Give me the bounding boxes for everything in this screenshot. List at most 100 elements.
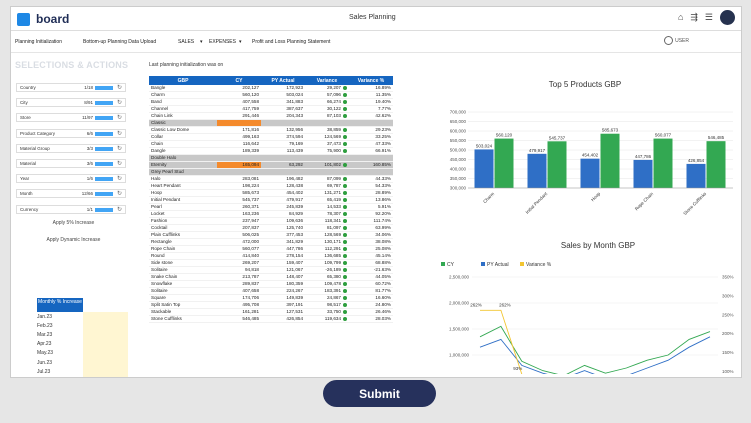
user-menu[interactable]: USER (664, 36, 689, 45)
table-row[interactable]: Split Satin Top 495,708 397,191 98,517 24.80… (149, 301, 393, 309)
filter-material-group[interactable]: Material Group 3/3 ↻ (16, 143, 126, 153)
cy-cell[interactable]: 417,759 (217, 105, 261, 113)
table-row[interactable]: Locket 163,236 84,929 78,307 92.20% (149, 210, 393, 218)
grid-column-header[interactable]: GBP (149, 76, 217, 85)
refresh-icon[interactable]: ↻ (116, 191, 122, 198)
cy-cell[interactable]: 213,787 (217, 273, 261, 281)
table-row[interactable]: Halo 283,081 196,482 87,099 44.33% (149, 175, 393, 183)
refresh-icon[interactable]: ↻ (116, 100, 122, 107)
apply-5-percent-button[interactable]: Apply 5% Increase (52, 220, 95, 226)
cy-cell[interactable]: 414,840 (217, 252, 261, 260)
refresh-icon[interactable]: ↻ (116, 176, 122, 183)
avatar[interactable] (720, 10, 735, 25)
grid-column-header[interactable]: Variance (305, 76, 349, 85)
cy-cell[interactable]: 94,818 (217, 266, 261, 274)
cy-cell[interactable]: 499,163 (217, 133, 261, 141)
cy-cell[interactable]: 546,485 (217, 315, 261, 323)
menu-item-bottom-up-upload[interactable]: Bottom-up Planning Data Upload (83, 39, 157, 45)
menu-item-pl-statement[interactable]: Profit and Loss Planning Statement (252, 39, 331, 45)
table-row[interactable]: Chain Link 291,446 204,343 87,103 42.62% (149, 112, 393, 120)
table-row[interactable]: Fashion 237,947 109,636 118,341 111.74% (149, 217, 393, 225)
table-row[interactable]: Plain Cufflinks 506,025 377,453 128,569 34.0… (149, 231, 393, 239)
cy-cell[interactable]: 407,558 (217, 98, 261, 106)
cy-cell[interactable] (217, 119, 261, 127)
cy-cell[interactable]: 116,642 (217, 140, 261, 148)
home-icon[interactable]: ⌂ (677, 12, 684, 22)
cy-cell[interactable]: 472,000 (217, 238, 261, 246)
table-row[interactable]: Classic (149, 119, 393, 127)
table-row[interactable]: Solitaire 94,818 121,067 -26,189 -21.63% (149, 266, 393, 274)
cy-cell[interactable]: 560,077 (217, 245, 261, 253)
cy-cell[interactable]: 289,837 (217, 280, 261, 288)
table-row[interactable]: Round 414,840 278,154 136,685 45.14% (149, 252, 393, 260)
refresh-icon[interactable]: ↻ (116, 145, 122, 152)
submit-button[interactable]: Submit (323, 380, 436, 407)
table-row[interactable]: Snake Chain 213,787 148,407 65,380 44.05% (149, 273, 393, 281)
cy-cell[interactable]: 174,706 (217, 294, 261, 302)
table-row[interactable]: Band 407,558 341,883 66,274 19.40% (149, 98, 393, 106)
grid-column-header[interactable]: Variance % (349, 76, 393, 85)
cy-cell[interactable]: 260,371 (217, 203, 261, 211)
cy-cell[interactable]: 495,708 (217, 301, 261, 309)
cy-cell[interactable]: 291,446 (217, 112, 261, 120)
data-icon[interactable]: ⇶ (690, 12, 698, 22)
table-row[interactable]: Eternity 165,094 63,292 101,802 160.85% (149, 161, 393, 169)
cy-cell[interactable]: 165,094 (217, 161, 261, 169)
table-row[interactable]: Rectangle 472,000 341,829 130,171 38.08% (149, 238, 393, 246)
table-row[interactable]: Channel 417,759 387,637 30,122 7.77% (149, 105, 393, 113)
filter-year[interactable]: Year 1/6 ↻ (16, 174, 126, 184)
refresh-icon[interactable]: ↻ (116, 130, 122, 137)
table-row[interactable]: Square 174,706 149,839 24,867 16.60% (149, 294, 393, 302)
table-row[interactable]: Initial Pendant 545,737 479,917 65,419 13.86… (149, 196, 393, 204)
cy-cell[interactable]: 207,837 (217, 224, 261, 232)
cy-cell[interactable]: 202,127 (217, 85, 261, 92)
cy-cell[interactable]: 163,236 (217, 210, 261, 218)
table-row[interactable]: Stone Cufflinks 546,485 426,854 119,634 28.0… (149, 315, 393, 323)
cy-cell[interactable] (217, 154, 261, 162)
grid-column-header[interactable]: CY (217, 76, 261, 85)
table-row[interactable]: Dangle 189,339 113,439 75,900 66.91% (149, 147, 393, 155)
cy-cell[interactable]: 198,224 (217, 182, 261, 190)
cy-cell[interactable]: 407,658 (217, 287, 261, 295)
table-row[interactable]: Pearl 260,371 245,839 14,533 5.91% (149, 203, 393, 211)
cy-cell[interactable]: 171,816 (217, 126, 261, 134)
cy-cell[interactable]: 506,025 (217, 231, 261, 239)
table-row[interactable]: Charm 560,120 503,024 57,096 11.35% (149, 91, 393, 99)
table-row[interactable]: Side stone 269,207 159,407 109,799 68.88% (149, 259, 393, 267)
cy-cell[interactable]: 585,673 (217, 189, 261, 197)
refresh-icon[interactable]: ↻ (116, 161, 122, 167)
refresh-icon[interactable]: ↻ (116, 85, 122, 91)
table-row[interactable]: Snowflake 289,837 180,359 109,478 60.72% (149, 280, 393, 288)
table-row[interactable]: Hoop 585,673 454,402 131,271 28.89% (149, 189, 393, 197)
cy-cell[interactable]: 269,207 (217, 259, 261, 267)
table-row[interactable]: Solitaire 407,658 224,267 183,391 81.77% (149, 287, 393, 295)
table-row[interactable]: Bangle 202,127 172,923 29,207 16.89% (149, 85, 393, 92)
menu-item-sales[interactable]: SALES (178, 39, 195, 45)
filter-material[interactable]: Material 3/6 ↻ (16, 159, 126, 168)
monthly-increase-input-column[interactable] (83, 312, 128, 377)
table-row[interactable]: Heart Pendant 198,224 128,438 69,787 54.33% (149, 182, 393, 190)
table-row[interactable]: Chain 116,642 79,169 37,473 47.33% (149, 140, 393, 148)
filter-month[interactable]: Month 12/66 ↻ (16, 189, 126, 199)
cy-cell[interactable]: 189,339 (217, 147, 261, 155)
board-logo[interactable]: board (17, 12, 69, 26)
cy-cell[interactable]: 161,281 (217, 308, 261, 316)
table-row[interactable]: Double Halo (149, 154, 393, 162)
cy-cell[interactable]: 560,120 (217, 91, 261, 99)
menu-item-planning-initialization[interactable]: Planning Initialization (15, 39, 62, 45)
table-row[interactable]: Rope Chain 560,077 447,786 112,291 25.08% (149, 245, 393, 253)
table-row[interactable]: Classic Low Dome 171,816 132,956 38,859 29.2… (149, 126, 393, 134)
table-row[interactable]: Stackable 161,281 127,531 33,750 26.46% (149, 308, 393, 316)
menu-item-expenses[interactable]: EXPENSES (209, 39, 236, 45)
filter-country[interactable]: Country 1/18 ↻ (16, 83, 126, 92)
filter-city[interactable]: City 8/91 ↻ (16, 98, 126, 108)
refresh-icon[interactable]: ↻ (116, 206, 122, 213)
table-row[interactable]: Grey Pearl Stud (149, 168, 393, 176)
filter-product-category[interactable]: Product Category 6/6 ↻ (16, 128, 126, 138)
cy-cell[interactable]: 283,081 (217, 175, 261, 183)
filter-store[interactable]: Store 11/97 ↻ (16, 113, 126, 123)
table-row[interactable]: Collar 499,163 374,594 124,569 33.25% (149, 133, 393, 141)
menu-icon[interactable]: ☰ (704, 12, 713, 22)
grid-column-header[interactable]: PY Actual (261, 76, 305, 85)
cy-cell[interactable]: 237,947 (217, 217, 261, 225)
